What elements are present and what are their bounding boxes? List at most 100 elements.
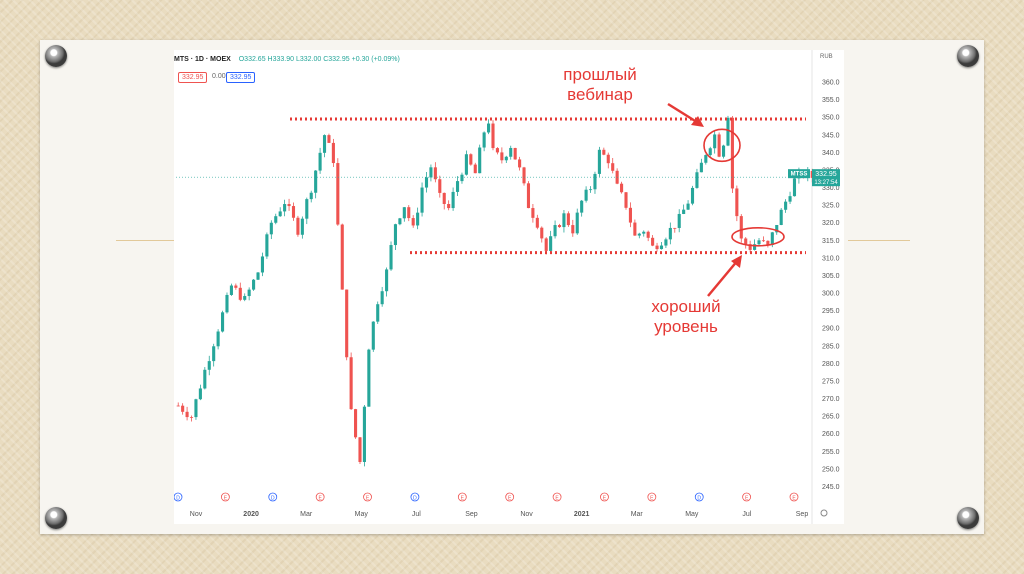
x-tick-label: 2020 xyxy=(243,511,259,518)
candle-body xyxy=(212,346,216,362)
candle-body xyxy=(717,134,721,157)
x-tick-label: May xyxy=(685,511,699,518)
candle-body xyxy=(354,409,358,438)
candle-body xyxy=(571,225,575,234)
y-tick-label: 350.0 xyxy=(822,115,840,122)
candle-body xyxy=(735,188,739,217)
candle-body xyxy=(575,212,579,234)
ohlc-readout: O332.65 H333.90 L332.00 C332.95 +0.30 (+… xyxy=(238,56,400,63)
candle-body xyxy=(628,207,632,223)
candle-body xyxy=(318,152,322,171)
candle-body xyxy=(602,149,606,155)
event-marker-label: E xyxy=(745,495,749,501)
candle-body xyxy=(708,148,712,156)
y-tick-label: 270.0 xyxy=(822,396,840,403)
y-tick-label: 330.0 xyxy=(822,185,840,192)
candle-body xyxy=(695,172,699,188)
candle-body xyxy=(775,224,779,233)
candle-body xyxy=(588,189,593,191)
candle-body xyxy=(234,285,238,288)
screw-icon xyxy=(957,45,979,67)
candle-body xyxy=(642,231,646,234)
event-marker-label: E xyxy=(555,495,559,501)
candle-body xyxy=(389,245,393,270)
candle-body xyxy=(535,217,539,228)
event-marker-label: E xyxy=(366,495,370,501)
candle-body xyxy=(260,256,265,273)
candle-body xyxy=(744,238,748,245)
sell-price-box[interactable]: 332.95 xyxy=(178,72,208,83)
candle-body xyxy=(704,155,708,163)
candle-body xyxy=(207,361,211,370)
x-tick-label: Nov xyxy=(520,511,533,518)
candle-body xyxy=(611,163,615,171)
candle-body xyxy=(385,269,389,292)
candle-body xyxy=(637,233,641,236)
candle-body xyxy=(309,192,313,200)
candle-body xyxy=(721,145,726,157)
earnings-marker-icon xyxy=(457,492,467,502)
candle-body xyxy=(433,167,437,180)
candle-body xyxy=(779,209,783,225)
price-chart[interactable]: RUB 245.0 250.0 255.0 260.0 265.0 270.0 275.0 28… xyxy=(173,50,844,524)
candle-body xyxy=(553,225,557,237)
candle-body xyxy=(283,204,287,212)
y-tick-label: 345.0 xyxy=(822,132,840,139)
earnings-marker-icon xyxy=(552,492,562,502)
x-tick-label: Jul xyxy=(742,511,751,518)
candle-body xyxy=(500,152,504,161)
y-tick-label: 320.0 xyxy=(822,220,840,227)
annotation-bottom-line2: уровень xyxy=(654,317,718,336)
candle-body xyxy=(291,206,296,218)
candle-body xyxy=(562,213,566,228)
chart-header: MTS · 1D · MOEX O332.65 H333.90 L332.00 … xyxy=(174,56,400,70)
candle-body xyxy=(726,117,730,146)
candle-body xyxy=(504,156,508,161)
candle-body xyxy=(526,183,531,209)
candle-body xyxy=(447,203,451,209)
candle-body xyxy=(402,207,406,219)
y-tick-label: 260.0 xyxy=(822,431,840,438)
annotation-top-line1: прошлый xyxy=(563,65,636,84)
candle-body xyxy=(620,183,624,193)
earnings-marker-icon xyxy=(600,492,609,502)
candle-body xyxy=(336,163,340,225)
candle-body xyxy=(393,224,398,246)
buy-price-box[interactable]: 332.95 xyxy=(226,72,256,83)
candle-body xyxy=(646,231,650,238)
y-tick-label: 245.0 xyxy=(822,484,840,491)
event-marker-label: E xyxy=(792,495,796,501)
earnings-marker-icon xyxy=(647,492,657,502)
dividend-marker-icon xyxy=(694,492,704,502)
candle-body xyxy=(238,287,242,300)
x-tick-label: Jul xyxy=(412,511,421,518)
candle-body xyxy=(766,240,770,245)
candle-body xyxy=(256,272,260,280)
x-tick-label: Sep xyxy=(465,511,478,518)
candle-body xyxy=(247,289,251,297)
candle-body xyxy=(416,212,420,226)
event-marker-label: D xyxy=(697,495,701,501)
candle-body xyxy=(274,216,278,223)
decorative-line-left xyxy=(116,240,174,241)
y-tick-label: 300.0 xyxy=(822,291,840,298)
candle-body xyxy=(455,181,460,192)
event-marker-label: E xyxy=(461,495,465,501)
x-tick-label: May xyxy=(355,511,369,518)
chart-panel: MTS · 1D · MOEX O332.65 H333.90 L332.00 … xyxy=(173,50,844,524)
candle-body xyxy=(176,405,180,407)
candle-body xyxy=(429,167,433,178)
candle-body xyxy=(713,134,717,149)
arrow-bottom-head-icon xyxy=(731,255,742,268)
candle-body xyxy=(491,123,495,149)
candle-body xyxy=(221,312,225,332)
candle-body xyxy=(345,289,349,358)
annotation-top-line2: вебинар xyxy=(567,85,633,104)
candle-body xyxy=(252,279,256,290)
candle-body xyxy=(314,170,318,193)
candle-body xyxy=(540,227,544,239)
candle-body xyxy=(473,164,477,174)
candle-body xyxy=(606,154,610,164)
candle-body xyxy=(438,179,442,193)
event-marker-label: D xyxy=(413,495,417,501)
